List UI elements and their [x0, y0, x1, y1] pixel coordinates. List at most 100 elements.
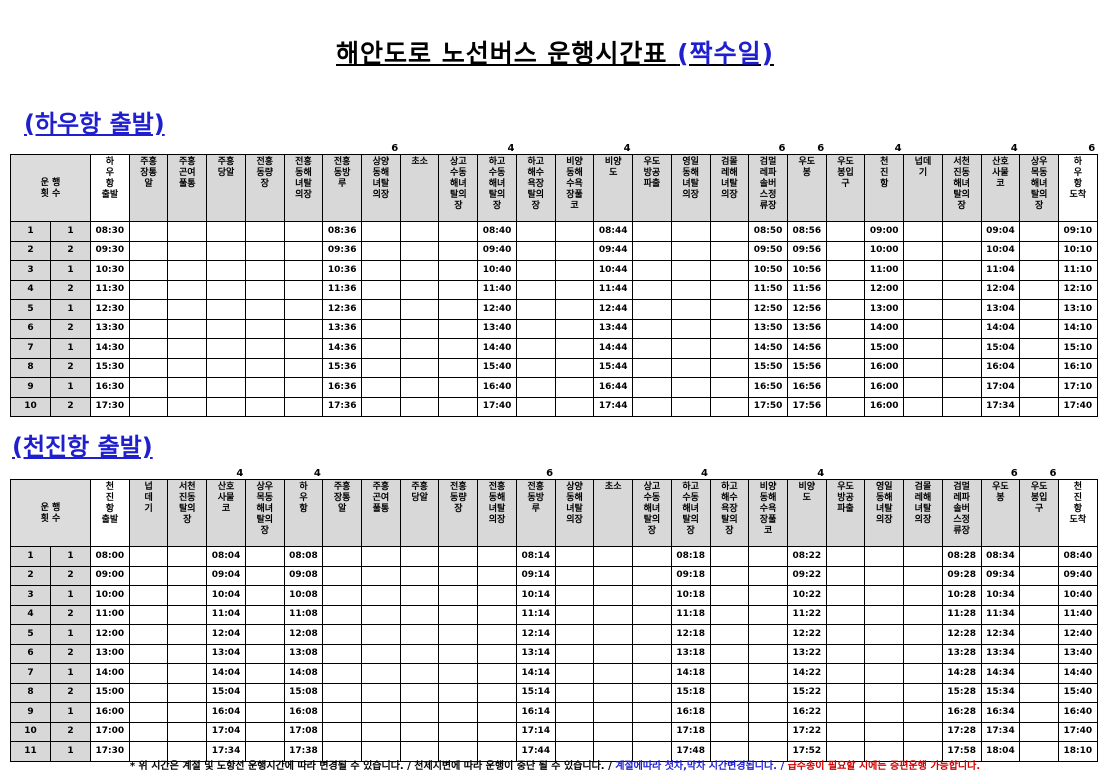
time-cell [670, 260, 711, 281]
row-number: 10 [10, 396, 51, 417]
stop-duration [207, 141, 246, 155]
time-cell [283, 396, 324, 417]
time-cell [322, 643, 363, 664]
table-row: 10 2 17:30 17:36 17:40 17:44 17:50 17:56 16:00 17… [10, 396, 1098, 417]
time-cell: 16:00 [864, 377, 905, 398]
time-cell: 08:30 [90, 221, 130, 242]
time-cell [903, 565, 943, 586]
time-cell [244, 377, 285, 398]
time-cell [1019, 624, 1059, 645]
time-cell [167, 260, 208, 281]
time-cell: 16:28 [941, 702, 982, 723]
time-cell: 08:14 [515, 546, 556, 567]
time-cell: 14:22 [786, 663, 827, 684]
stop-header: 검멀 레파 솔버 스정 류장 [748, 154, 788, 222]
stop-duration: 6 [391, 143, 399, 154]
stop-header: 영일 동해 녀탈 의장 [670, 154, 711, 222]
time-cell: 09:40 [477, 240, 517, 261]
time-cell: 10:36 [322, 260, 363, 281]
run-count-header: 운 행 횟 수 [10, 154, 91, 222]
time-cell [825, 221, 866, 242]
time-cell: 08:08 [283, 546, 324, 567]
time-cell [1019, 338, 1059, 359]
time-cell [632, 604, 672, 625]
time-cell [709, 318, 750, 339]
row-number: 2 [10, 565, 51, 586]
time-cell: 10:00 [90, 585, 130, 606]
time-cell [322, 585, 363, 606]
time-cell [399, 721, 440, 742]
time-cell [128, 396, 169, 417]
run-count: 1 [50, 624, 91, 645]
time-cell: 17:40 [477, 396, 517, 417]
stop-duration: 4 [1010, 143, 1018, 154]
row-number: 9 [10, 702, 51, 723]
time-cell [515, 357, 556, 378]
time-cell [709, 260, 750, 281]
time-cell [554, 546, 595, 567]
time-cell [477, 682, 517, 703]
time-cell: 17:36 [322, 396, 363, 417]
time-cell [244, 721, 285, 742]
stop-header: 하고 수동 해녀 탈의 장 [670, 479, 711, 547]
stop-duration: 6 [1088, 143, 1096, 154]
time-cell [477, 702, 517, 723]
time-cell [903, 318, 943, 339]
time-cell [632, 221, 672, 242]
time-cell [709, 357, 750, 378]
table-row: 2 2 09:00 09:04 09:08 09:14 09:18 09:22 09:28 09:… [10, 565, 1098, 586]
row-number: 8 [10, 682, 51, 703]
time-cell [825, 721, 866, 742]
time-cell: 09:04 [980, 221, 1021, 242]
time-cell: 11:28 [941, 604, 982, 625]
time-cell [903, 260, 943, 281]
time-cell [593, 682, 634, 703]
time-cell: 14:36 [322, 338, 363, 359]
table-row: 1 1 08:30 08:36 08:40 08:44 08:50 08:56 09:00 09:… [10, 221, 1098, 242]
time-cell [399, 279, 440, 300]
row-number: 6 [10, 643, 51, 664]
time-cell [361, 260, 401, 281]
table-row: 5 1 12:00 12:04 12:08 12:14 12:18 12:22 12:28 12:… [10, 624, 1098, 645]
stop-duration: 6 [546, 468, 554, 479]
time-cell [438, 279, 479, 300]
time-cell [244, 396, 285, 417]
time-cell [322, 702, 363, 723]
stop-header: 우도 봉 [786, 154, 827, 222]
time-cell [632, 546, 672, 567]
time-cell [399, 396, 440, 417]
time-cell: 12:34 [980, 624, 1021, 645]
time-cell: 09:28 [941, 565, 982, 586]
stop-duration [1058, 466, 1097, 480]
time-cell [206, 377, 246, 398]
time-cell: 16:00 [864, 396, 905, 417]
time-cell: 08:44 [593, 221, 634, 242]
time-cell [1019, 663, 1059, 684]
stop-header: 천 진 항 출발 [90, 479, 130, 547]
stop-duration [478, 466, 517, 480]
stop-duration [168, 141, 207, 155]
row-number: 7 [10, 338, 51, 359]
time-cell: 09:08 [283, 565, 324, 586]
time-cell: 17:34 [980, 721, 1021, 742]
time-cell: 09:34 [980, 565, 1021, 586]
time-cell: 16:22 [786, 702, 827, 723]
time-cell: 16:56 [786, 377, 827, 398]
time-cell [399, 585, 440, 606]
time-cell: 16:14 [515, 702, 556, 723]
time-cell: 11:04 [206, 604, 246, 625]
time-cell [1019, 357, 1059, 378]
time-cell [709, 604, 750, 625]
time-cell [322, 721, 363, 742]
time-cell [554, 338, 595, 359]
time-cell: 15:50 [748, 357, 788, 378]
time-cell: 17:08 [283, 721, 324, 742]
stop-header: 넙 데 기 [128, 479, 169, 547]
stop-duration: 4 [313, 468, 321, 479]
stop-header: 주홍 장통 알 [128, 154, 169, 222]
stop-header: 전홍 동방 루 [515, 479, 556, 547]
time-cell [244, 604, 285, 625]
time-cell: 17:28 [941, 721, 982, 742]
time-cell: 15:56 [786, 357, 827, 378]
time-cell [438, 546, 479, 567]
